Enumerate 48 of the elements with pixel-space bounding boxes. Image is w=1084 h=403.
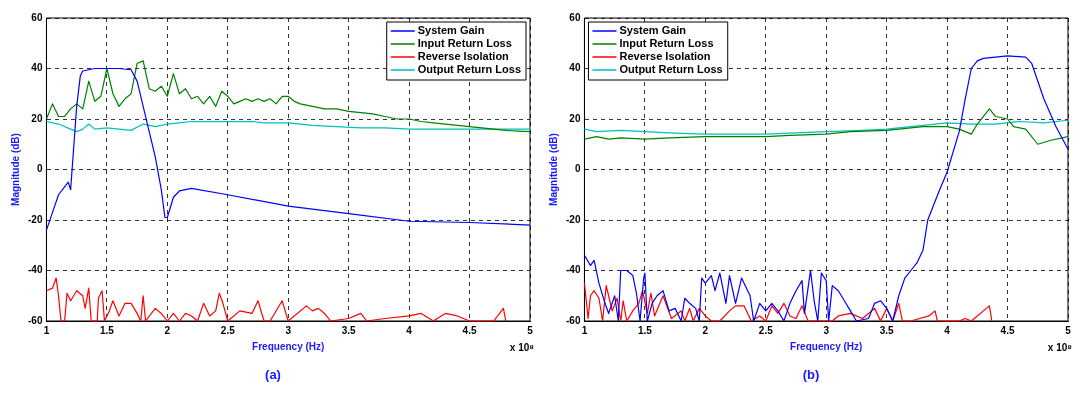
x-tick-label: 2.5 bbox=[220, 324, 236, 336]
x-tick-label: 1.5 bbox=[99, 324, 115, 336]
x-tick-label: 3 bbox=[823, 324, 830, 336]
x-tick-label: 3 bbox=[285, 324, 292, 336]
legend-label: Output Return Loss bbox=[417, 63, 522, 76]
legend-label: Output Return Loss bbox=[619, 63, 723, 76]
text: (a) bbox=[264, 367, 282, 382]
x-tick-label: 1 bbox=[43, 324, 50, 336]
text: x 10⁸ bbox=[509, 342, 535, 353]
y-tick-label: 20 bbox=[569, 112, 581, 124]
x-tick-label: 4 bbox=[406, 324, 413, 336]
x-axis-title: Frequency (Hz) bbox=[252, 340, 325, 352]
y-tick-label: 40 bbox=[31, 62, 43, 74]
x-tick-label: 1.5 bbox=[637, 324, 653, 336]
legend-label: System Gain bbox=[619, 24, 687, 37]
x-tick-label: 2.5 bbox=[758, 324, 774, 336]
y-tick-label: 60 bbox=[31, 11, 43, 23]
y-tick-label: 60 bbox=[569, 11, 581, 23]
y-tick-label: -20 bbox=[566, 213, 581, 225]
y-tick-label: -40 bbox=[566, 264, 581, 276]
y-tick-label: 0 bbox=[36, 163, 43, 175]
legend-label: Input Return Loss bbox=[417, 37, 512, 50]
y-tick-label: -40 bbox=[28, 264, 43, 276]
x-tick-label: 4.5 bbox=[462, 324, 477, 336]
x-tick-label: 3.5 bbox=[879, 324, 895, 336]
legend-label: Reverse Isolation bbox=[417, 50, 510, 63]
y-axis-title: Magnitude (dB) bbox=[547, 133, 559, 206]
y-tick-label: 20 bbox=[31, 112, 43, 124]
x-tick-label: 4 bbox=[944, 324, 951, 336]
x-tick-label: 3.5 bbox=[341, 324, 357, 336]
legend-label: System Gain bbox=[417, 24, 485, 37]
y-tick-label: -20 bbox=[28, 213, 43, 225]
text: x 10⁸ bbox=[1047, 342, 1073, 353]
y-tick-label: -60 bbox=[566, 314, 581, 326]
y-tick-label: 40 bbox=[569, 62, 581, 74]
y-tick-label: 0 bbox=[574, 163, 581, 175]
x-tick-label: 4.5 bbox=[1000, 324, 1015, 336]
x-tick-label: 2 bbox=[702, 324, 709, 336]
x-axis-title: Frequency (Hz) bbox=[790, 340, 863, 352]
x-tick-label: 5 bbox=[1065, 324, 1072, 336]
x-tick-label: 5 bbox=[527, 324, 534, 336]
legend-label: Input Return Loss bbox=[619, 37, 714, 50]
y-axis-title: Magnitude (dB) bbox=[9, 133, 21, 206]
x-tick-label: 2 bbox=[164, 324, 171, 336]
y-tick-label: -60 bbox=[28, 314, 43, 326]
legend-label: Reverse Isolation bbox=[619, 50, 711, 63]
x-tick-label: 1 bbox=[581, 324, 588, 336]
text: (b) bbox=[801, 367, 821, 382]
